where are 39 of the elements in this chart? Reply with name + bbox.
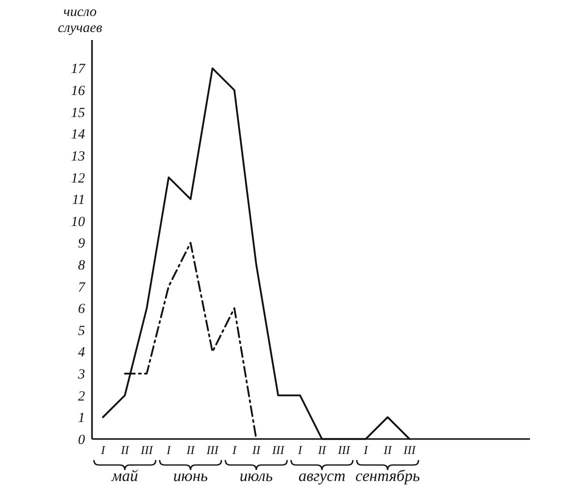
y-axis-title: число случаев [58, 5, 102, 36]
text: август [298, 468, 346, 485]
y-tick-label: 2 [78, 389, 85, 404]
y-tick-label: 16 [71, 84, 85, 100]
y-tick-label: 7 [78, 280, 86, 296]
x-tick-label: III [336, 443, 351, 457]
y-tick-label: 9 [78, 236, 85, 252]
y-tick-label: 11 [72, 193, 85, 208]
y-tick-label: 4 [78, 346, 85, 361]
y-tick-label: 6 [78, 302, 85, 318]
x-tick-label: II [251, 443, 262, 457]
text: июль [240, 468, 273, 485]
text: май [110, 468, 138, 485]
y-tick-label: 10 [71, 214, 85, 230]
x-tick-label: II [316, 443, 327, 457]
y-tick-label: 13 [71, 149, 85, 164]
text: сентябрь [355, 468, 420, 485]
x-tick-label: III [271, 443, 286, 457]
y-tick-label: 14 [71, 128, 85, 143]
x-tick-label: I [362, 443, 369, 457]
x-tick-label: I [166, 443, 172, 457]
text: июнь [173, 468, 208, 485]
y-tick-label: 5 [78, 324, 85, 339]
x-tick-label: I [100, 443, 106, 457]
x-tick-label: I [231, 443, 238, 457]
y-tick-label: 15 [71, 106, 85, 121]
x-tick-label: II [120, 443, 130, 457]
x-tick-label: III [402, 443, 417, 457]
x-tick-label: II [382, 443, 393, 457]
x-tick-label: III [140, 443, 154, 457]
y-tick-label: 3 [77, 367, 85, 382]
x-tick-label: II [186, 443, 196, 457]
y-tick-label: 0 [78, 432, 85, 448]
x-tick-label: I [297, 443, 304, 457]
y-tick-label: 12 [71, 171, 85, 186]
y-tick-label: 8 [78, 258, 85, 274]
y-tick-label: 17 [71, 62, 86, 78]
y-tick-label: 1 [78, 411, 85, 426]
x-tick-label: III [205, 443, 220, 457]
